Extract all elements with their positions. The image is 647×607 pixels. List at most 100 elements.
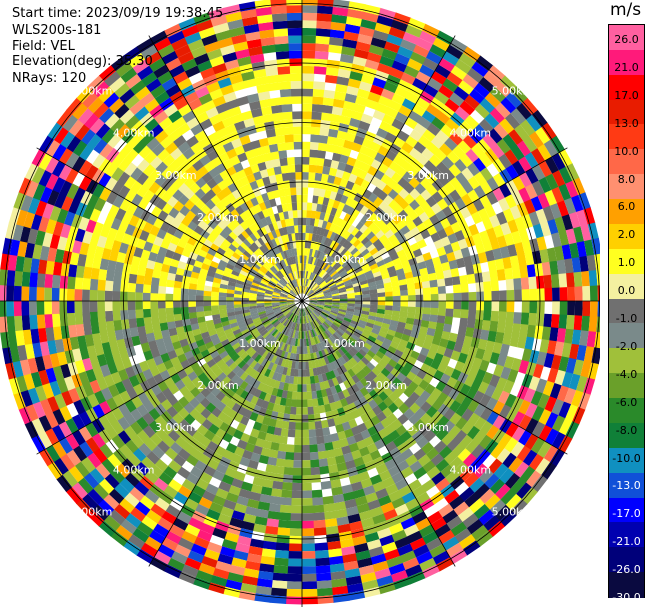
velocity-gate — [349, 357, 358, 366]
velocity-gate — [355, 242, 365, 251]
velocity-gate — [479, 230, 490, 243]
velocity-gate — [51, 424, 66, 442]
ring-label: 4.00km — [450, 127, 492, 140]
velocity-gate — [444, 277, 453, 287]
velocity-gate — [483, 515, 500, 532]
velocity-gate — [216, 358, 226, 368]
velocity-gate — [351, 110, 364, 121]
velocity-gate — [273, 557, 289, 567]
velocity-gate — [441, 384, 454, 397]
velocity-gate — [181, 344, 192, 354]
velocity-gate — [305, 323, 309, 331]
velocity-gate — [280, 291, 289, 296]
velocity-gate — [287, 282, 294, 290]
velocity-gate — [374, 70, 390, 82]
velocity-gate — [252, 362, 261, 371]
velocity-gate — [390, 570, 408, 583]
velocity-gate — [304, 315, 307, 324]
velocity-gate — [190, 141, 204, 154]
velocity-gate — [354, 291, 363, 296]
velocity-gate — [161, 537, 178, 552]
velocity-gate — [499, 301, 507, 313]
velocity-gate — [355, 253, 364, 261]
velocity-gate — [222, 366, 233, 377]
velocity-gate — [261, 44, 277, 54]
velocity-gate — [108, 97, 125, 114]
velocity-gate — [454, 59, 472, 75]
velocity-gate — [237, 152, 248, 163]
velocity-gate — [321, 312, 329, 318]
velocity-gate — [305, 271, 309, 279]
velocity-gate — [192, 104, 206, 117]
velocity-gate — [157, 43, 176, 58]
velocity-gate — [210, 386, 221, 397]
velocity-gate — [12, 223, 24, 242]
velocity-gate — [402, 171, 414, 183]
velocity-gate — [492, 172, 506, 188]
velocity-gate — [408, 301, 416, 308]
velocity-gate — [260, 36, 276, 47]
velocity-gate — [66, 183, 80, 200]
velocity-gate — [229, 338, 239, 347]
velocity-gate — [324, 294, 332, 298]
velocity-gate — [258, 312, 267, 318]
velocity-gate — [107, 259, 117, 272]
velocity-gate — [485, 397, 498, 412]
velocity-gate — [285, 311, 292, 318]
velocity-gate — [130, 408, 143, 422]
velocity-gate — [581, 270, 590, 287]
velocity-gate — [18, 406, 32, 425]
velocity-gate — [260, 366, 268, 376]
velocity-gate — [276, 527, 291, 536]
velocity-gate — [256, 83, 270, 94]
velocity-gate — [74, 227, 86, 243]
velocity-gate — [329, 311, 338, 317]
velocity-gate — [317, 317, 324, 324]
velocity-gate — [308, 172, 316, 181]
velocity-gate — [166, 314, 175, 323]
velocity-gate — [389, 67, 405, 80]
velocity-gate — [476, 449, 491, 464]
velocity-gate — [309, 296, 317, 300]
velocity-gate — [433, 221, 445, 233]
velocity-gate — [372, 324, 382, 332]
velocity-gate — [45, 260, 55, 275]
velocity-gate — [276, 58, 291, 68]
velocity-gate — [322, 253, 329, 262]
velocity-gate — [118, 347, 129, 360]
velocity-gate — [465, 327, 475, 338]
azimuth-line — [301, 300, 456, 567]
velocity-gate — [369, 263, 379, 271]
velocity-gate — [392, 436, 405, 448]
velocity-gate — [335, 316, 344, 322]
velocity-gate — [279, 301, 287, 304]
velocity-gate — [255, 585, 272, 596]
velocity-gate — [362, 328, 372, 336]
velocity-gate — [354, 230, 363, 240]
velocity-gate — [177, 448, 191, 461]
velocity-gate — [339, 356, 347, 365]
velocity-gate — [280, 165, 289, 174]
velocity-gate — [149, 123, 164, 138]
velocity-gate — [252, 222, 261, 231]
velocity-gate — [219, 308, 228, 315]
velocity-gate — [280, 497, 292, 506]
velocity-gate — [309, 297, 317, 300]
velocity-gate — [378, 264, 388, 272]
velocity-gate — [251, 281, 260, 287]
velocity-gate — [168, 459, 182, 473]
velocity-gate — [290, 187, 297, 196]
velocity-gate — [371, 267, 380, 274]
ring-label: 1.00km — [323, 337, 365, 350]
velocity-gate — [244, 365, 253, 375]
velocity-gate — [77, 335, 87, 349]
velocity-gate — [345, 180, 355, 191]
velocity-gate — [355, 550, 371, 561]
velocity-gate — [242, 513, 257, 524]
velocity-gate — [364, 218, 374, 228]
velocity-gate — [309, 141, 319, 151]
velocity-gate — [359, 145, 371, 156]
velocity-gate — [279, 279, 286, 286]
velocity-gate — [194, 503, 210, 516]
velocity-gate — [236, 95, 250, 107]
